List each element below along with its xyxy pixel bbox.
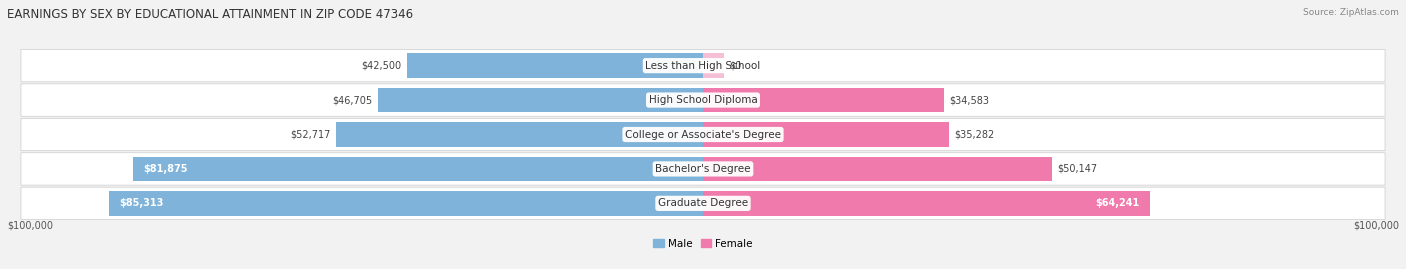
Bar	[408, 53, 703, 78]
Text: High School Diploma: High School Diploma	[648, 95, 758, 105]
Bar	[703, 122, 949, 147]
Text: $100,000: $100,000	[1353, 221, 1399, 231]
FancyBboxPatch shape	[21, 118, 1385, 151]
Text: $50,147: $50,147	[1057, 164, 1098, 174]
Text: Graduate Degree: Graduate Degree	[658, 198, 748, 208]
Text: Less than High School: Less than High School	[645, 61, 761, 71]
Text: College or Associate's Degree: College or Associate's Degree	[626, 129, 780, 140]
Text: $64,241: $64,241	[1095, 198, 1140, 208]
Bar	[336, 122, 703, 147]
Bar	[703, 157, 1052, 181]
FancyBboxPatch shape	[21, 153, 1385, 185]
Text: EARNINGS BY SEX BY EDUCATIONAL ATTAINMENT IN ZIP CODE 47346: EARNINGS BY SEX BY EDUCATIONAL ATTAINMEN…	[7, 8, 413, 21]
Text: Source: ZipAtlas.com: Source: ZipAtlas.com	[1303, 8, 1399, 17]
Text: $81,875: $81,875	[143, 164, 188, 174]
FancyBboxPatch shape	[21, 49, 1385, 82]
Text: $52,717: $52,717	[290, 129, 330, 140]
FancyBboxPatch shape	[21, 187, 1385, 220]
Text: $0: $0	[730, 61, 742, 71]
Text: $85,313: $85,313	[120, 198, 165, 208]
Text: $42,500: $42,500	[361, 61, 402, 71]
Bar	[703, 191, 1150, 216]
Bar	[110, 191, 703, 216]
Text: $46,705: $46,705	[332, 95, 373, 105]
FancyBboxPatch shape	[21, 84, 1385, 116]
Legend: Male, Female: Male, Female	[650, 235, 756, 253]
Text: Bachelor's Degree: Bachelor's Degree	[655, 164, 751, 174]
Text: $35,282: $35,282	[955, 129, 994, 140]
Bar	[703, 53, 724, 78]
Bar	[134, 157, 703, 181]
Text: $34,583: $34,583	[949, 95, 990, 105]
Bar	[703, 88, 943, 112]
Bar	[378, 88, 703, 112]
Text: $100,000: $100,000	[7, 221, 53, 231]
